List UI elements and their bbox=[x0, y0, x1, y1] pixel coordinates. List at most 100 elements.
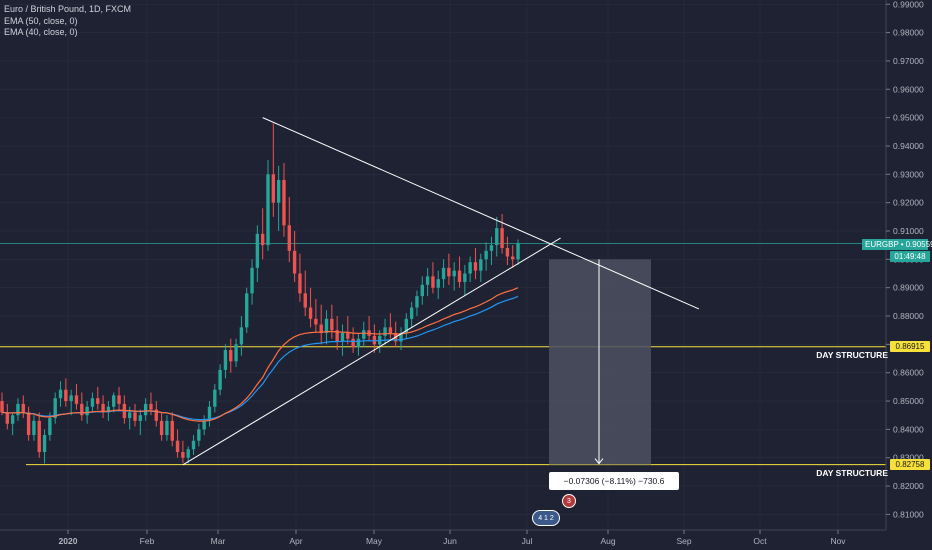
x-tick-label: May bbox=[366, 536, 383, 546]
candle bbox=[489, 236, 494, 265]
candle-body bbox=[383, 327, 387, 336]
candle bbox=[351, 327, 355, 353]
candle bbox=[90, 392, 95, 413]
candle bbox=[255, 225, 260, 283]
candle-body bbox=[436, 279, 440, 288]
candle bbox=[409, 301, 414, 328]
candle-body bbox=[266, 174, 270, 246]
trendline-ascending-support bbox=[182, 237, 561, 466]
candle bbox=[473, 247, 478, 280]
trendline-descending-resistance bbox=[262, 117, 700, 310]
candle bbox=[96, 386, 100, 410]
y-tick-label: 0.99000 bbox=[893, 0, 924, 9]
time-axis: 2020 Feb Mar Apr May Jun Jul Aug Sep Oct Nov bbox=[59, 530, 846, 546]
candle-body bbox=[229, 350, 233, 362]
candle-body bbox=[149, 403, 153, 410]
candle-body bbox=[292, 250, 297, 274]
candle-body bbox=[159, 420, 164, 436]
candle-body bbox=[324, 318, 329, 334]
candle bbox=[143, 398, 148, 421]
y-tick-label: 0.92000 bbox=[893, 198, 924, 208]
candle bbox=[21, 395, 25, 419]
candle-body bbox=[271, 174, 276, 203]
candle bbox=[80, 392, 84, 421]
event-badge-top[interactable]: 3 bbox=[562, 494, 576, 508]
candle bbox=[58, 381, 63, 407]
candle bbox=[441, 259, 446, 288]
candle bbox=[303, 270, 307, 317]
candle bbox=[479, 253, 483, 283]
candle-body bbox=[207, 406, 212, 421]
candle bbox=[266, 160, 270, 251]
candle bbox=[463, 265, 467, 297]
x-tick-label: Apr bbox=[289, 536, 302, 546]
y-tick-label: 0.84000 bbox=[893, 424, 924, 434]
candle-body bbox=[117, 395, 121, 404]
y-tick-label: 0.85000 bbox=[893, 396, 924, 406]
candle bbox=[415, 290, 419, 317]
measure-label: −0.07306 (−8.11%) −730.6 bbox=[549, 472, 679, 490]
event-badge-bottom[interactable]: 4 1 2 bbox=[532, 510, 560, 526]
candle bbox=[335, 316, 339, 351]
candle-body bbox=[420, 284, 424, 297]
candle-body bbox=[287, 225, 291, 251]
price-axis: 0.99000 0.98000 0.97000 0.96000 0.95000 0.940… bbox=[886, 0, 924, 519]
candle-body bbox=[10, 415, 15, 424]
candle bbox=[399, 327, 403, 351]
y-tick-label: 0.88000 bbox=[893, 311, 924, 321]
candle bbox=[500, 213, 504, 254]
candle-body bbox=[298, 273, 302, 294]
event-count-bottom: 4 1 2 bbox=[538, 514, 554, 522]
candle-body bbox=[473, 262, 478, 271]
candle bbox=[239, 316, 244, 356]
candle bbox=[10, 412, 15, 436]
candle bbox=[117, 386, 121, 410]
candle-body bbox=[239, 327, 244, 345]
candle-body bbox=[0, 401, 4, 413]
candle bbox=[362, 321, 366, 348]
candle-body bbox=[32, 420, 36, 436]
ema-40-line bbox=[1, 287, 519, 422]
candle bbox=[53, 392, 57, 424]
y-tick-label: 0.91000 bbox=[893, 226, 924, 236]
candle-body bbox=[303, 293, 307, 308]
candle-body bbox=[282, 179, 286, 226]
candle bbox=[64, 378, 68, 407]
candle-body bbox=[112, 395, 116, 407]
candle bbox=[468, 256, 472, 283]
candle-body bbox=[21, 403, 25, 413]
legend-ema-50[interactable]: EMA (50, close, 0) bbox=[4, 15, 78, 26]
candle-body bbox=[58, 389, 63, 399]
candle-body bbox=[362, 330, 366, 339]
candle bbox=[447, 253, 451, 285]
candle-body bbox=[489, 245, 494, 251]
candle bbox=[505, 236, 510, 265]
legend-ema-40[interactable]: EMA (40, close, 0) bbox=[4, 27, 78, 37]
x-tick-label: Oct bbox=[753, 536, 767, 546]
candle bbox=[5, 403, 10, 430]
candle-body bbox=[372, 335, 377, 345]
candle-body bbox=[197, 429, 201, 441]
candle-body bbox=[479, 259, 483, 271]
candle bbox=[282, 162, 286, 237]
x-tick-label: Nov bbox=[830, 536, 846, 546]
measure-arrowhead bbox=[594, 458, 604, 465]
candle bbox=[32, 415, 36, 441]
candle bbox=[37, 412, 41, 458]
candle-body bbox=[330, 318, 334, 331]
x-tick-label: Jul bbox=[522, 536, 533, 546]
candle bbox=[229, 338, 233, 373]
chart-legend: Euro / British Pound, 1D, FXCM EMA (50, … bbox=[4, 4, 131, 39]
candle-body bbox=[69, 395, 73, 402]
candle-body bbox=[484, 250, 488, 260]
candle-body bbox=[335, 330, 339, 342]
candle-body bbox=[511, 256, 515, 260]
candle-body bbox=[154, 409, 158, 421]
level-price-tag-upper: 0.86915 bbox=[890, 341, 930, 353]
symbol-price: 0.90559 bbox=[905, 240, 932, 249]
candle-body bbox=[425, 276, 430, 285]
candle bbox=[367, 316, 371, 342]
candle-body bbox=[165, 420, 169, 436]
candle-body bbox=[409, 307, 414, 319]
